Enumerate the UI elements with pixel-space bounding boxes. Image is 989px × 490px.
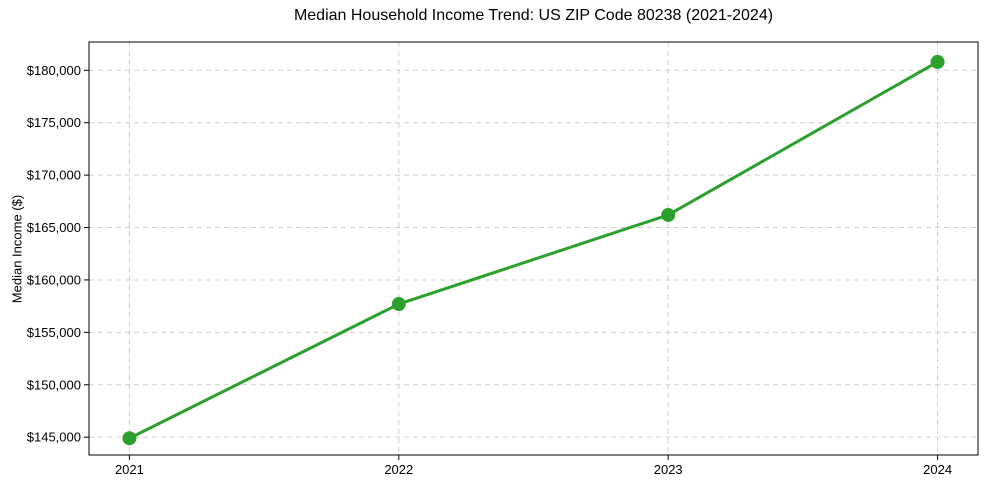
plot-frame [88,41,979,456]
data-point-2024 [930,54,945,69]
data-point-2023 [661,207,676,222]
x-tick-label: 2022 [384,462,413,477]
y-tick-label: $180,000 [27,63,81,78]
y-tick-label: $165,000 [27,220,81,235]
x-tick-label: 2021 [115,462,144,477]
y-tick-label: $145,000 [27,430,81,445]
chart-title: Median Household Income Trend: US ZIP Co… [293,7,774,24]
x-tick-label: 2023 [654,462,683,477]
y-tick-label: $150,000 [27,377,81,392]
y-tick-label: $175,000 [27,115,81,130]
x-tick-label: 2024 [923,462,952,477]
y-tick-label: $160,000 [27,272,81,287]
y-tick-label: $155,000 [27,325,81,340]
data-point-2022 [391,297,406,312]
data-point-2021 [122,431,137,446]
trend-line [127,60,940,440]
y-tick-label: $170,000 [27,168,81,183]
